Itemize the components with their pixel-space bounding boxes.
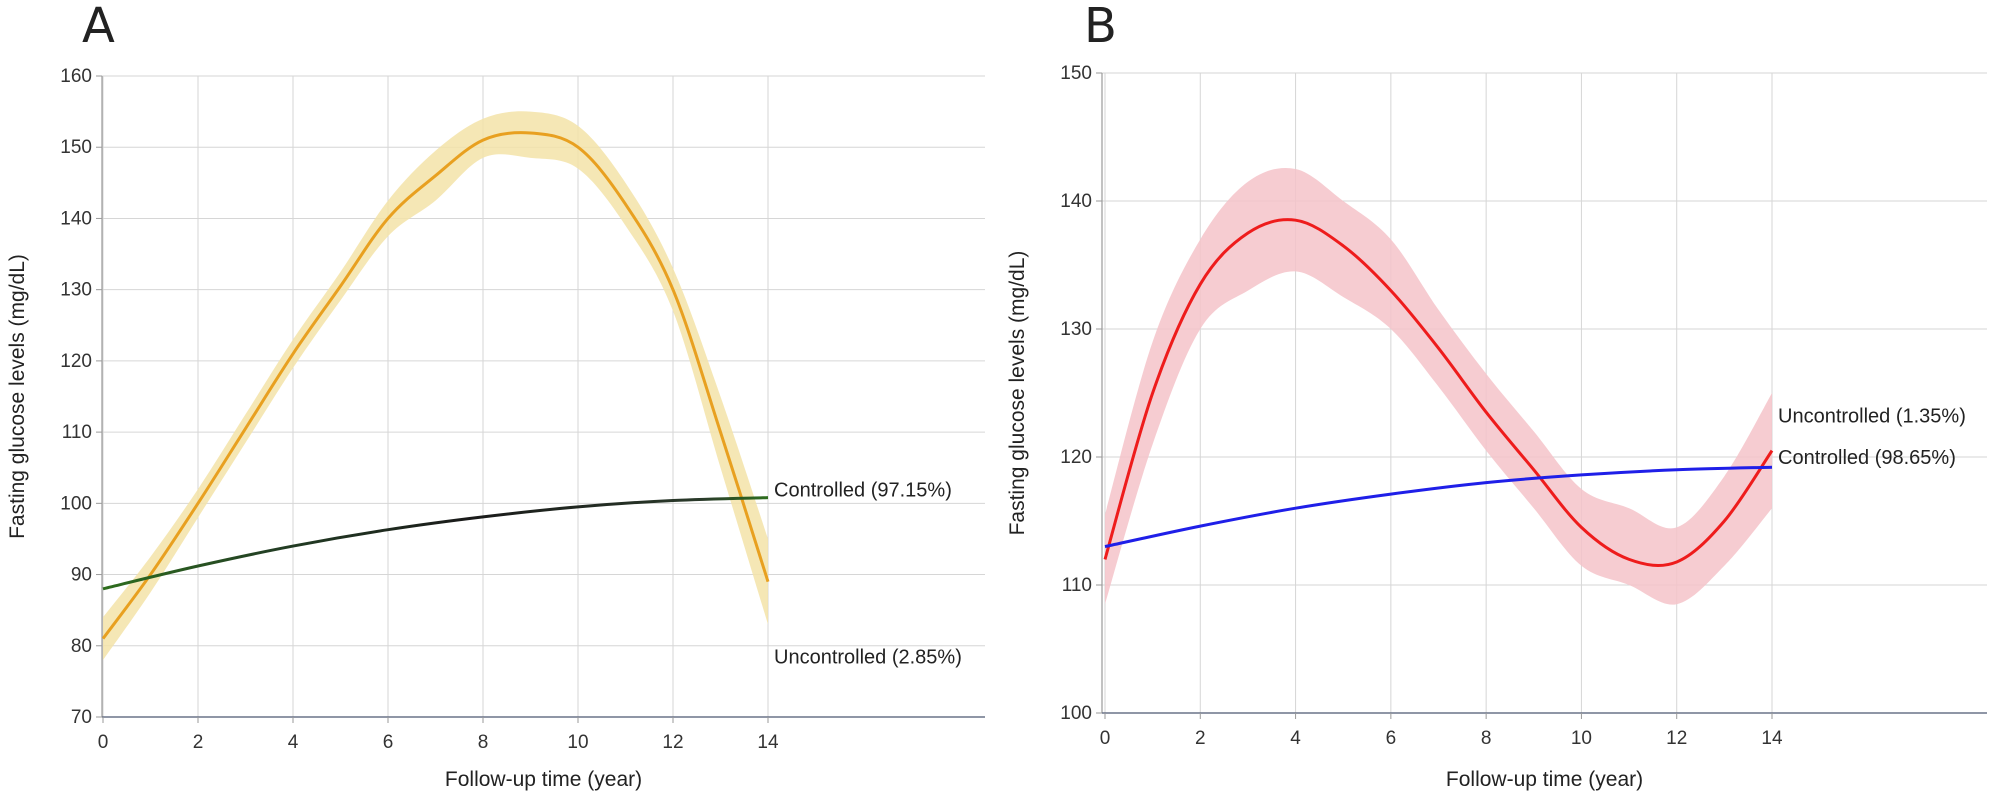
y-tick-label: 160 [60, 66, 92, 87]
y-tick-label: 90 [71, 565, 92, 586]
y-axis-title: Fasting glucose levels (mg/dL) [1006, 251, 1029, 536]
y-tick-label: 100 [1060, 703, 1092, 724]
series-label: Controlled (97.15%) [774, 480, 952, 502]
x-tick-label: 14 [1761, 728, 1783, 749]
series-label: Controlled (98.65%) [1778, 447, 1956, 469]
y-tick-label: 130 [1060, 319, 1092, 340]
x-tick-label: 4 [1290, 728, 1301, 749]
panel-b-chart: 100 110 120 130 140 150 0 2 4 6 8 10 12 14 Follow-up t… [1006, 63, 1987, 791]
y-tick-label: 120 [60, 351, 92, 372]
grid [1102, 72, 1987, 714]
y-tick-label: 140 [60, 208, 92, 229]
series-line [102, 496, 769, 591]
y-tick-label: 150 [60, 137, 92, 158]
confidence-band [1105, 167, 1772, 605]
x-axis-title: Follow-up time (year) [1446, 768, 1643, 791]
panel-a-letter: A [82, 0, 115, 54]
series-line [101, 131, 770, 640]
x-tick-label: 8 [478, 732, 489, 753]
x-tick-label: 4 [288, 732, 299, 753]
y-tick-label: 70 [71, 707, 92, 728]
x-tick-label: 12 [1666, 728, 1687, 749]
x-tick-label: 6 [383, 732, 394, 753]
y-tick-label: 120 [1060, 447, 1092, 468]
series-label: Uncontrolled (2.85%) [774, 647, 962, 669]
x-tick-label: 6 [1386, 728, 1397, 749]
x-tick-label: 12 [662, 732, 683, 753]
y-tick-label: 110 [1062, 575, 1092, 596]
y-tick-label: 140 [1060, 191, 1092, 212]
y-tick-label: 150 [1060, 63, 1092, 84]
x-tick-label: 2 [193, 732, 204, 753]
confidence-band [103, 111, 768, 661]
series-line [1103, 218, 1774, 567]
y-tick-label: 110 [62, 422, 92, 443]
series-line [1104, 465, 1773, 549]
y-tick-label: 80 [71, 636, 92, 657]
grid [102, 75, 985, 718]
series-label: Uncontrolled (1.35%) [1778, 406, 1966, 428]
x-tick-label: 10 [567, 732, 588, 753]
panel-a-chart: 70 80 90 100 110 120 130 140 150 160 0 2 4 6 8 10 12 14 Fo… [6, 66, 985, 791]
x-tick-label: 2 [1195, 728, 1206, 749]
panel-b-letter: B [1084, 0, 1117, 54]
x-tick-label: 14 [757, 732, 779, 753]
x-tick-label: 0 [98, 732, 109, 753]
y-tick-label: 100 [60, 493, 92, 514]
y-tick-label: 130 [60, 280, 92, 301]
x-tick-label: 0 [1100, 728, 1111, 749]
x-tick-label: 10 [1571, 728, 1592, 749]
y-axis-title: Fasting glucose levels (mg/dL) [6, 254, 29, 539]
x-tick-label: 8 [1481, 728, 1492, 749]
x-axis-title: Follow-up time (year) [445, 768, 642, 791]
